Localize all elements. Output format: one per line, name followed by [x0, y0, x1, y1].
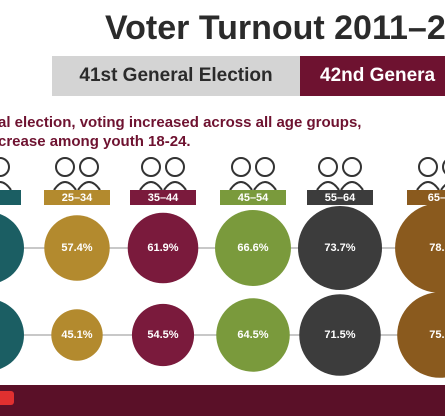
turnout-circle: [51, 309, 103, 361]
person-head: [442, 159, 445, 175]
age-band: [307, 190, 373, 205]
turnout-label: 71.5%: [324, 329, 355, 341]
age-label: 55–64: [325, 192, 356, 204]
person-head: [231, 157, 251, 177]
turnout-circle: [299, 294, 381, 376]
tab-42nd: [300, 56, 445, 96]
turnout-circle: [215, 210, 291, 286]
subtitle: crease among youth 18-24.: [0, 133, 191, 150]
person-body: [163, 181, 187, 191]
turnout-circle: [131, 303, 195, 367]
age-label: 65–7: [428, 192, 445, 204]
person-body: [139, 181, 163, 191]
tab-41st: [52, 56, 300, 96]
person-head: [255, 157, 275, 177]
turnout-label: 78.8: [429, 242, 445, 254]
person-head: [418, 157, 438, 177]
person-head: [141, 157, 161, 177]
person-body: [316, 181, 340, 191]
person-body: [53, 181, 77, 191]
person-body: [416, 181, 440, 191]
turnout-circle: [297, 205, 383, 291]
person-head: [55, 157, 75, 177]
turnout-label: 73.7%: [324, 242, 355, 254]
turnout-circle: [216, 298, 290, 372]
age-label: 35–44: [148, 192, 179, 204]
person-head: [79, 157, 99, 177]
age-band: [130, 190, 196, 205]
turnout-circle: [395, 203, 445, 293]
turnout-circle: [397, 292, 445, 378]
cropped-circle: [0, 301, 24, 369]
age-label: 45–54: [238, 192, 269, 204]
person-body: [229, 181, 253, 191]
tab-label: 41st General Election: [79, 65, 272, 86]
turnout-circle: [127, 212, 199, 284]
turnout-label: 45.1%: [61, 329, 92, 341]
person-body: [77, 181, 101, 191]
turnout-label: 64.5%: [237, 329, 268, 341]
turnout-label: 75.1: [429, 329, 445, 341]
turnout-label: 61.9%: [147, 242, 178, 254]
tab-label: 42nd Genera: [320, 65, 436, 86]
turnout-circle: [44, 215, 110, 281]
age-band: [407, 190, 445, 205]
age-band: [0, 190, 21, 205]
person-body: [440, 184, 445, 191]
turnout-label: 57.4%: [61, 242, 92, 254]
person-head: [342, 157, 362, 177]
cropped-circle: [0, 214, 24, 282]
person-head: [318, 157, 338, 177]
footer-band: [0, 385, 445, 416]
turnout-label: 66.6%: [237, 242, 268, 254]
title: Voter Turnout 2011–2: [105, 9, 445, 47]
age-band: [220, 190, 286, 205]
person-head: [0, 157, 10, 177]
person-body: [340, 181, 364, 191]
video-icon: [0, 391, 14, 405]
age-band: [44, 190, 110, 205]
person-head: [165, 157, 185, 177]
turnout-label: 54.5%: [147, 329, 178, 341]
subtitle: al election, voting increased across all…: [0, 114, 361, 131]
person-body: [253, 181, 277, 191]
age-label: 25–34: [62, 192, 93, 204]
person-body: [0, 181, 12, 191]
